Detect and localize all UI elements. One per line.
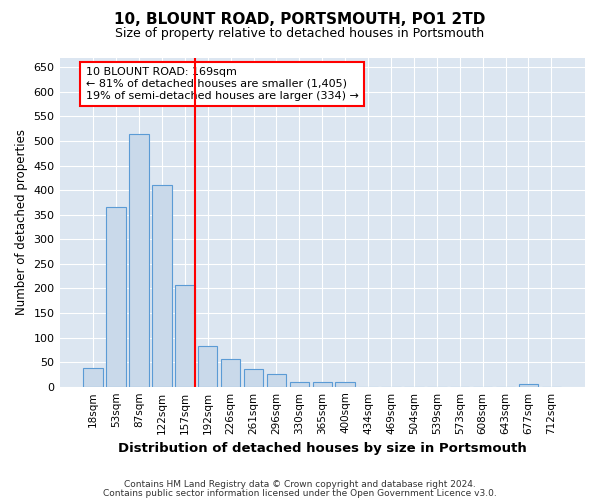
Bar [267, 374, 286, 386]
Bar [83, 368, 103, 386]
Bar [313, 382, 332, 386]
Bar [198, 346, 217, 387]
Bar [244, 368, 263, 386]
Text: Size of property relative to detached houses in Portsmouth: Size of property relative to detached ho… [115, 28, 485, 40]
Bar [290, 382, 309, 386]
Text: 10, BLOUNT ROAD, PORTSMOUTH, PO1 2TD: 10, BLOUNT ROAD, PORTSMOUTH, PO1 2TD [115, 12, 485, 28]
Bar [152, 185, 172, 386]
Bar [221, 358, 241, 386]
Bar [106, 208, 126, 386]
Y-axis label: Number of detached properties: Number of detached properties [15, 129, 28, 315]
X-axis label: Distribution of detached houses by size in Portsmouth: Distribution of detached houses by size … [118, 442, 527, 455]
Text: Contains HM Land Registry data © Crown copyright and database right 2024.: Contains HM Land Registry data © Crown c… [124, 480, 476, 489]
Bar [335, 382, 355, 386]
Bar [519, 384, 538, 386]
Title: 10, BLOUNT ROAD, PORTSMOUTH, PO1 2TD
Size of property relative to detached house: 10, BLOUNT ROAD, PORTSMOUTH, PO1 2TD Siz… [0, 499, 1, 500]
Text: Contains public sector information licensed under the Open Government Licence v3: Contains public sector information licen… [103, 488, 497, 498]
Bar [175, 285, 194, 386]
Bar [129, 134, 149, 386]
Text: 10 BLOUNT ROAD: 169sqm
← 81% of detached houses are smaller (1,405)
19% of semi-: 10 BLOUNT ROAD: 169sqm ← 81% of detached… [86, 68, 359, 100]
